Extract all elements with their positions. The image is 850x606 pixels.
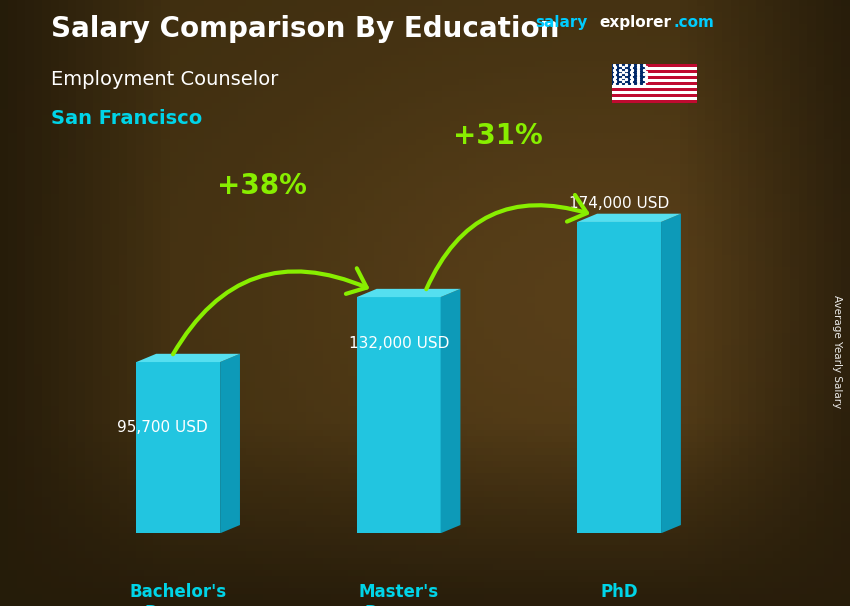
Text: PhD: PhD xyxy=(600,584,638,601)
Text: +38%: +38% xyxy=(217,172,307,200)
Text: salary: salary xyxy=(536,15,588,30)
Bar xyxy=(612,64,697,67)
Text: Employment Counselor: Employment Counselor xyxy=(51,70,278,88)
Polygon shape xyxy=(220,354,240,533)
Polygon shape xyxy=(136,362,220,533)
Text: 95,700 USD: 95,700 USD xyxy=(116,419,207,435)
Bar xyxy=(612,76,697,79)
Polygon shape xyxy=(357,289,461,297)
Bar xyxy=(612,70,697,73)
Bar xyxy=(612,91,697,94)
Text: 174,000 USD: 174,000 USD xyxy=(569,196,669,211)
Text: explorer: explorer xyxy=(599,15,672,30)
Text: +31%: +31% xyxy=(453,122,543,150)
Polygon shape xyxy=(577,222,661,533)
Bar xyxy=(612,88,697,91)
Bar xyxy=(612,67,697,70)
Bar xyxy=(612,64,646,85)
Bar xyxy=(612,73,697,76)
Bar xyxy=(612,100,697,103)
Bar xyxy=(612,79,697,82)
Polygon shape xyxy=(661,214,681,533)
Text: .com: .com xyxy=(673,15,714,30)
Polygon shape xyxy=(357,297,440,533)
Text: San Francisco: San Francisco xyxy=(51,109,202,128)
Text: 132,000 USD: 132,000 USD xyxy=(348,336,449,351)
Bar xyxy=(612,94,697,97)
Polygon shape xyxy=(440,289,461,533)
Polygon shape xyxy=(136,354,240,362)
Bar xyxy=(612,82,697,85)
Text: Master's
Degree: Master's Degree xyxy=(359,584,439,606)
FancyArrowPatch shape xyxy=(173,268,366,355)
Text: Salary Comparison By Education: Salary Comparison By Education xyxy=(51,15,559,43)
FancyArrowPatch shape xyxy=(426,195,587,289)
Polygon shape xyxy=(577,214,681,222)
Text: Average Yearly Salary: Average Yearly Salary xyxy=(832,295,842,408)
Bar xyxy=(612,97,697,100)
Text: Bachelor's
Degree: Bachelor's Degree xyxy=(130,584,227,606)
Bar xyxy=(612,85,697,88)
